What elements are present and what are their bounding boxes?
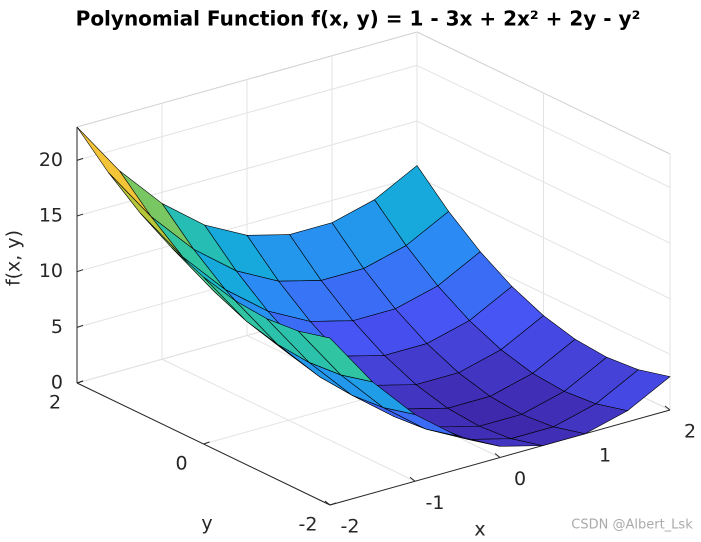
y-tick-label: -2 (299, 514, 318, 536)
z-tick-label: 15 (39, 205, 63, 227)
x-tick-label: -1 (426, 492, 445, 514)
y-tick-label: 0 (175, 453, 187, 475)
grid-line (416, 64, 671, 188)
surface-patch (76, 126, 152, 217)
x-tick-label: 2 (684, 421, 696, 443)
grid-line (416, 176, 671, 300)
watermark: CSDN @Albert_Lsk (571, 518, 693, 533)
x-tick (409, 476, 416, 482)
z-tick-label: 5 (51, 316, 63, 338)
x-tick-label: 1 (599, 444, 611, 466)
grid-line (76, 64, 418, 161)
y-tick (203, 441, 210, 445)
x-axis-label: x (474, 519, 485, 541)
surface-patch (297, 330, 374, 383)
z-tick (76, 324, 84, 328)
y-tick (76, 380, 84, 384)
y-axis-label: y (201, 513, 212, 535)
grid-line (76, 176, 418, 273)
x-tick-label: 0 (514, 468, 526, 490)
x-tick-label: -2 (341, 516, 360, 538)
z-tick (76, 213, 84, 217)
x-tick (664, 405, 671, 411)
z-tick-label: 10 (39, 260, 63, 282)
y-tick-label: 2 (49, 392, 61, 414)
surface-patch (119, 170, 194, 250)
y-tick (329, 502, 337, 506)
z-tick (76, 157, 84, 161)
z-tick-label: 0 (51, 372, 63, 394)
x-tick (494, 453, 501, 458)
z-tick (76, 269, 84, 273)
z-tick-label: 20 (39, 149, 63, 171)
grid-line (416, 120, 671, 244)
z-axis-label: f(x, y) (3, 230, 25, 286)
x-tick (324, 500, 331, 506)
chart-title: Polynomial Function f(x, y) = 1 - 3x + 2… (76, 7, 641, 31)
